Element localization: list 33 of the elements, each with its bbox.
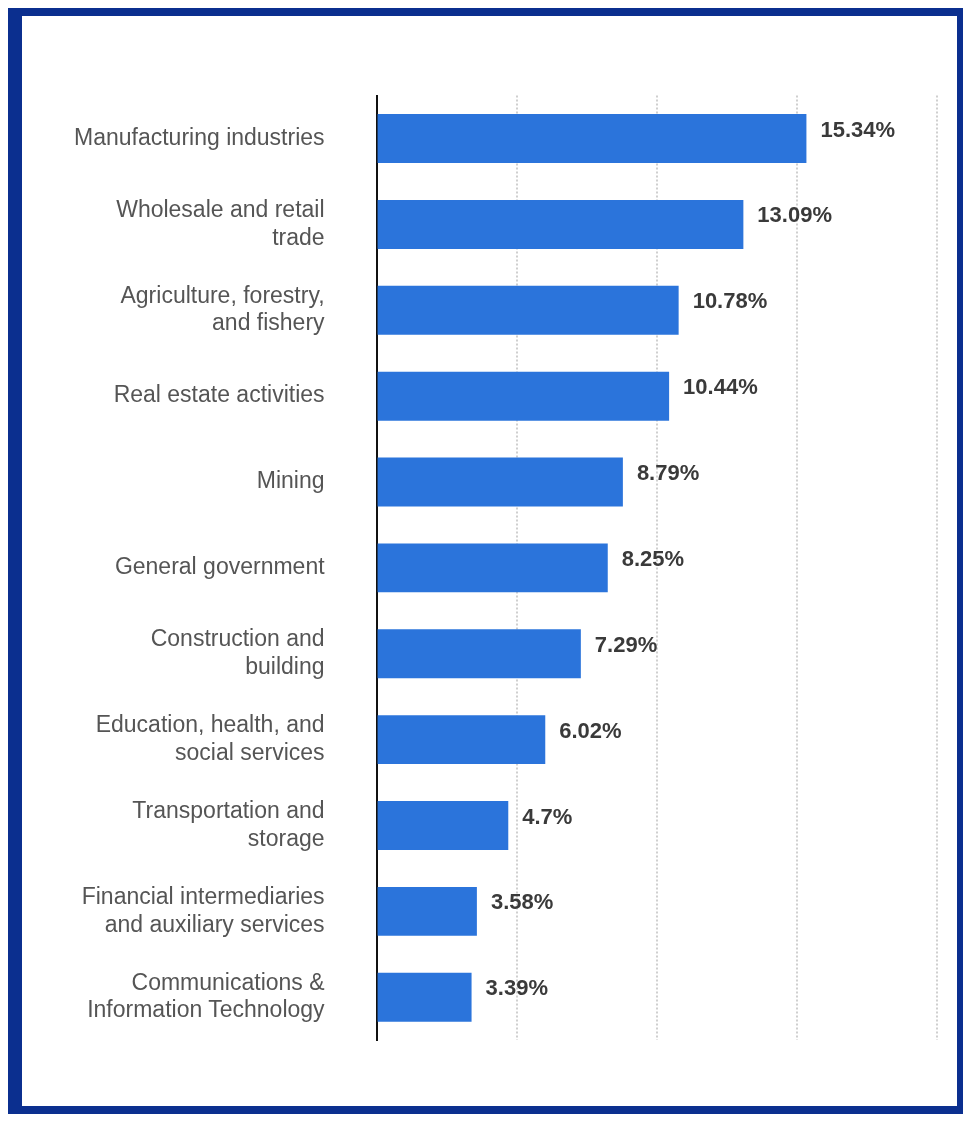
bar [377,457,623,507]
bar [377,801,509,850]
data-label: 6.02% [559,717,622,743]
data-label: 10.44% [683,374,758,400]
bar [377,715,546,765]
data-label: 15.34% [820,116,896,142]
data-label: 3.58% [490,889,554,915]
data-label: 8.79% [636,460,700,486]
data-label: 4.7% [522,803,573,829]
y-tick-label: Construction and building [150,625,325,679]
data-label: 13.09% [757,202,832,228]
y-tick-label: Agriculture, forestry, and fishery [120,281,326,336]
y-tick-label: Transportation and storage [132,797,325,851]
bar [377,972,472,1022]
bar [377,543,608,593]
data-label: 7.29% [594,631,658,657]
y-tick-label: Manufacturing industries [74,123,325,150]
bar [377,199,744,249]
y-tick-label: Real estate activities [113,381,325,408]
y-tick-label: Mining [256,467,325,494]
data-label: 10.78% [692,288,768,314]
bar [377,114,807,164]
bar [377,629,581,679]
data-label: 3.39% [485,975,548,1001]
y-tick-label: Financial intermediaries and auxiliary services [81,882,325,937]
bar [377,886,477,936]
bar [377,371,670,421]
bar [377,285,679,335]
y-tick-label: General government [114,553,326,580]
y-tick-label: Communications & Information Technology [87,968,326,1023]
data-label: 8.25% [621,545,685,571]
y-tick-label: Wholesale and retail trade [116,195,325,250]
y-tick-label: Education, health, and social services [95,711,325,765]
